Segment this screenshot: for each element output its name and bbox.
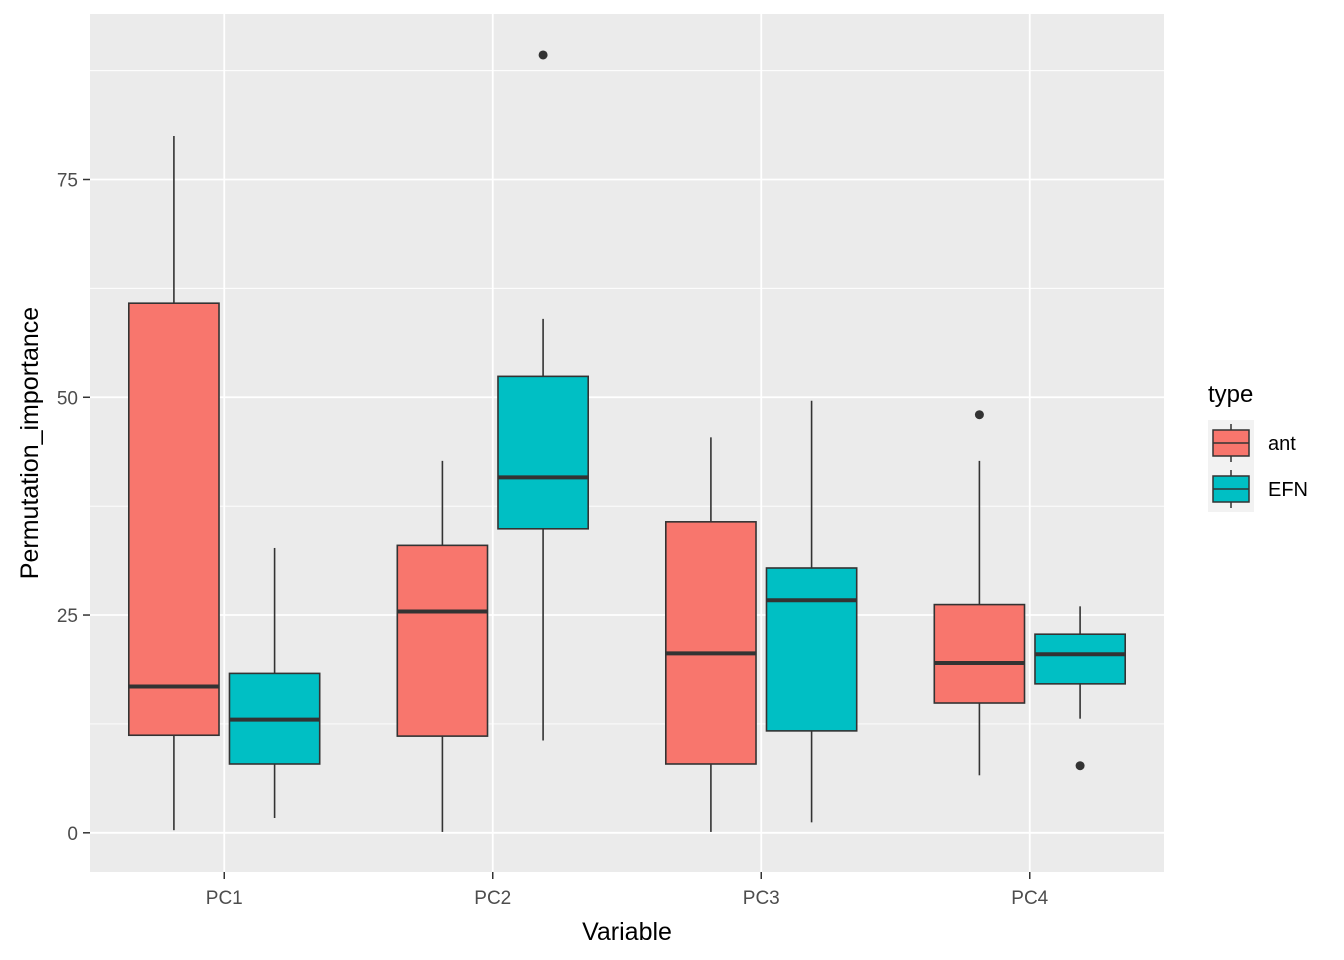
box-body bbox=[933, 603, 1026, 704]
box-ant-PC3 bbox=[664, 437, 757, 832]
x-axis: PC1 PC2 PC3 PC4 bbox=[206, 872, 1049, 909]
box-body bbox=[127, 302, 220, 737]
box-ant-PC4 bbox=[933, 410, 1026, 776]
box-EFN-PC3 bbox=[765, 400, 858, 823]
grid-major bbox=[90, 14, 1164, 872]
outlier-point bbox=[538, 50, 548, 60]
x-tick-label: PC2 bbox=[474, 888, 511, 909]
box-body bbox=[664, 521, 757, 765]
x-tick-label: PC4 bbox=[1011, 888, 1048, 909]
outlier-point bbox=[1075, 761, 1085, 771]
x-tick-label: PC1 bbox=[206, 888, 243, 909]
x-axis-title: Variable bbox=[582, 918, 672, 946]
y-tick-label: 50 bbox=[57, 388, 78, 409]
y-tick-label: 75 bbox=[57, 171, 78, 192]
legend-title: type bbox=[1208, 381, 1253, 408]
legend: type ant EFN bbox=[1208, 381, 1308, 512]
box-body bbox=[497, 375, 590, 530]
box-ant-PC2 bbox=[396, 460, 489, 832]
box-body bbox=[1034, 633, 1127, 685]
legend-entry-ant: ant bbox=[1208, 420, 1296, 466]
y-axis: 0 25 50 75 bbox=[57, 171, 90, 845]
box-body bbox=[396, 544, 489, 737]
boxes bbox=[127, 50, 1127, 832]
box-EFN-PC1 bbox=[228, 547, 321, 818]
box-ant-PC1 bbox=[127, 135, 220, 831]
y-tick-label: 0 bbox=[67, 824, 78, 845]
box-EFN-PC2 bbox=[497, 50, 590, 741]
box-EFN-PC4 bbox=[1034, 606, 1127, 771]
legend-entry-EFN: EFN bbox=[1208, 466, 1308, 512]
y-tick-label: 25 bbox=[57, 606, 78, 627]
legend-label: EFN bbox=[1268, 479, 1308, 501]
legend-label: ant bbox=[1268, 433, 1296, 455]
outlier-point bbox=[974, 410, 984, 420]
x-tick-label: PC3 bbox=[743, 888, 780, 909]
box-body bbox=[765, 567, 858, 732]
y-axis-title: Permutation_importance bbox=[16, 307, 44, 579]
